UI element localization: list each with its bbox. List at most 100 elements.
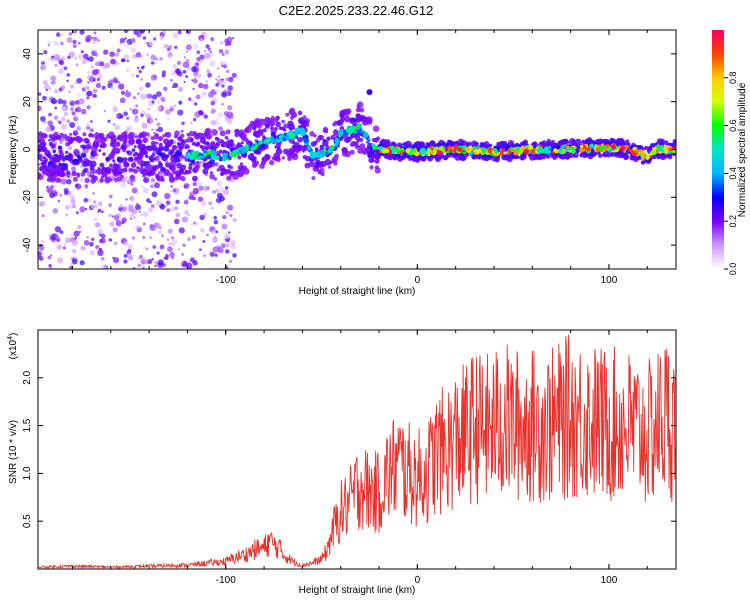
spectrogram-band-cell <box>38 172 42 178</box>
spectrogram-noise-cell <box>71 111 76 116</box>
spectrogram-band-cell <box>111 168 118 175</box>
spectrogram-band-cell <box>328 165 332 169</box>
spectrogram-band-cell <box>138 142 144 149</box>
spectrogram-noise-cell <box>206 233 209 237</box>
spectrogram-noise-cell <box>150 74 157 81</box>
spectrogram-noise-cell <box>155 200 162 207</box>
spectrogram-noise-cell <box>151 258 154 261</box>
spectrogram-core-cell <box>223 152 228 158</box>
spectrogram-band-cell <box>52 149 56 154</box>
spectrogram-band-cell <box>158 145 164 152</box>
spectrogram-band-cell <box>454 140 459 146</box>
spectrogram-noise-cell <box>70 166 77 172</box>
spectrogram-band-cell <box>251 157 255 161</box>
spectrogram-noise-cell <box>130 47 137 53</box>
spectrogram-band-cell <box>47 161 52 166</box>
spectrogram-band-cell <box>655 142 658 145</box>
spectrogram-band-cell <box>179 146 184 151</box>
chart-title: C2E2.2025.233.22.46.G12 <box>279 3 434 18</box>
spectrogram-noise-cell <box>72 30 78 34</box>
spectrogram-noise-cell <box>150 61 155 65</box>
spectrogram-band-cell <box>113 164 119 170</box>
spectrogram-band-cell <box>359 143 366 149</box>
spectrogram-noise-cell <box>57 120 60 123</box>
spectrogram-noise-cell <box>80 108 87 115</box>
spectrogram-noise-cell <box>150 178 155 183</box>
spectrogram-band-cell <box>625 153 629 158</box>
spectrogram-core-cell <box>527 144 534 150</box>
spectrogram-band-cell <box>72 158 78 164</box>
spectrogram-band-cell <box>625 139 630 144</box>
spectrogram-noise-cell <box>66 119 71 124</box>
spectrogram-band-cell <box>617 152 624 159</box>
spectrogram-noise-cell <box>120 165 123 169</box>
spectrogram-band-cell <box>259 118 264 122</box>
spectrogram-band-cell <box>136 166 140 170</box>
spectrogram-noise-cell <box>45 79 48 82</box>
spectrogram-noise-cell <box>119 204 123 208</box>
spectrogram-band-cell <box>474 141 479 147</box>
spectrogram-band-cell <box>568 154 573 159</box>
spectrogram-band-cell <box>315 159 321 165</box>
colorbar-tick-label: 0.6 <box>728 119 738 132</box>
spectrogram-noise-cell <box>217 67 220 70</box>
spectrogram-noise-cell <box>81 58 88 65</box>
spectrogram-noise-cell <box>196 57 201 62</box>
spectrogram-noise-cell <box>70 84 75 89</box>
spectrogram-core-cell <box>206 154 211 160</box>
spectrogram-band-cell <box>85 159 92 167</box>
spectrogram-band-cell <box>66 170 71 175</box>
spectrogram-noise-cell <box>192 117 197 122</box>
spectrogram-noise-cell <box>168 52 173 57</box>
spectrogram-noise-cell <box>180 129 184 133</box>
spectrogram-band-cell <box>329 161 333 165</box>
spectrogram-noise-cell <box>199 163 203 167</box>
spectrogram-noise-cell <box>97 39 100 42</box>
spectrogram-core-cell <box>672 149 676 154</box>
spectrogram-band-cell <box>425 142 430 146</box>
spectrogram-noise-cell <box>114 241 118 245</box>
spectrogram-noise-cell <box>69 203 74 209</box>
spectrogram-noise-cell <box>224 186 229 190</box>
spectrogram-band-cell <box>169 149 175 155</box>
spectrogram-noise-cell <box>105 161 108 164</box>
spectrogram-band-cell <box>575 138 582 145</box>
spectrogram-x-label: Height of straight line (km) <box>299 286 416 297</box>
spectrogram-noise-cell <box>220 41 224 45</box>
spectrogram-noise-cell <box>57 200 60 203</box>
spectrogram-noise-cell <box>43 84 51 91</box>
spectrogram-band-cell <box>133 168 139 174</box>
spectrogram-noise-cell <box>89 128 94 133</box>
spectrogram-noise-cell <box>213 220 219 225</box>
spectrogram-noise-cell <box>125 127 130 132</box>
spectrogram-core-cell <box>538 147 544 153</box>
spectrogram-noise-cell <box>171 256 175 260</box>
spectrogram-band-cell <box>131 148 136 152</box>
spectrogram-core-cell <box>214 156 219 160</box>
spectrogram-core-cell <box>569 150 572 153</box>
spectrogram-noise-cell <box>130 179 134 183</box>
spectrogram-core-cell <box>585 147 590 152</box>
spectrogram-band-cell <box>496 141 502 147</box>
spectrogram-band-cell <box>85 144 92 150</box>
x-tick-label: 100 <box>601 575 618 586</box>
spectrogram-noise-cell <box>160 96 165 102</box>
spectrogram-band-cell <box>419 154 426 161</box>
spectrogram-noise-cell <box>157 106 162 111</box>
spectrogram-noise-cell <box>228 231 231 234</box>
spectrogram-band-cell <box>460 140 465 144</box>
spectrogram-noise-cell <box>198 185 204 191</box>
y-tick-label: 1.5 <box>22 418 33 432</box>
spectrogram-noise-cell <box>133 117 139 123</box>
spectrogram-core-cell <box>528 150 532 154</box>
x-tick-label: -100 <box>216 275 236 286</box>
spectrogram-noise-cell <box>75 183 82 190</box>
spectrogram-band-cell <box>290 150 295 154</box>
spectrogram-noise-cell <box>156 99 162 105</box>
spectrogram-panel: -100 0 100 -40 -20 0 20 40 Height of straight … <box>8 29 677 297</box>
spectrogram-band-cell <box>98 137 105 144</box>
spectrogram-noise-cell <box>188 97 192 101</box>
spectrogram-noise-cell <box>215 83 220 87</box>
spectrogram-noise-cell <box>138 69 142 74</box>
spectrogram-noise-cell <box>69 265 73 269</box>
